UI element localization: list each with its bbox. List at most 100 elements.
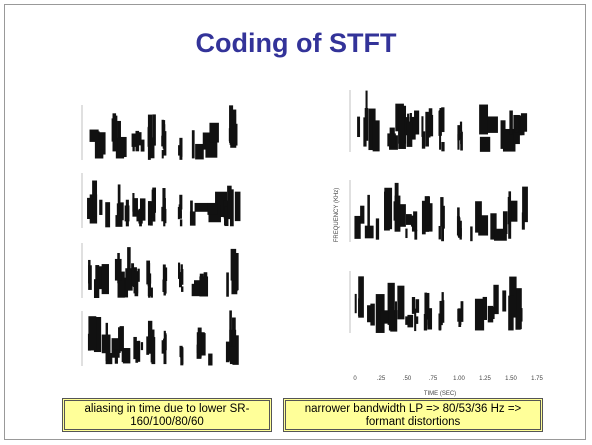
spectrogram-blob	[355, 294, 357, 313]
spectrogram-blob	[411, 216, 417, 227]
spectrogram-blob	[460, 122, 462, 132]
spectrogram-blob	[380, 310, 388, 323]
spectrogram-blob	[114, 116, 118, 151]
spectrogram-blob	[406, 214, 412, 225]
spectrogram-blob	[88, 260, 90, 283]
spectrogram-blob	[440, 197, 443, 226]
spectrogram-blob	[429, 108, 433, 131]
x-axis-label: TIME (SEC)	[424, 391, 456, 397]
spectrogram-blob	[94, 279, 99, 298]
spectrogram-blob	[192, 130, 195, 158]
spectrogram-blob	[395, 196, 401, 232]
spectrogram-blob	[407, 122, 413, 147]
spectrogram-blob	[146, 336, 149, 354]
spectrogram-blob	[163, 120, 165, 144]
spectrogram-blob	[209, 123, 218, 143]
y-axis-label: FREQUENCY (KHz)	[334, 188, 340, 243]
spectrogram-blob	[90, 130, 99, 142]
x-tick-label: 0	[353, 376, 357, 382]
spectrogram-blob	[509, 110, 512, 134]
spectrogram-blob	[483, 297, 487, 320]
spectrogram-blob	[192, 284, 200, 296]
x-tick-label: 1.00	[453, 376, 465, 382]
spectrogram-blob	[441, 107, 444, 132]
spectrogram-blob	[425, 112, 429, 147]
spectrogram-blob	[441, 142, 444, 151]
spectrogram-blob	[521, 113, 527, 132]
spectrogram-blob	[488, 307, 494, 319]
spectrogram-blob	[357, 217, 359, 235]
spectrogram-blob	[522, 187, 528, 223]
spectrogram-blob	[502, 290, 506, 311]
spectrogram-blob	[99, 200, 102, 215]
spectrogram-blob	[478, 215, 488, 235]
spectrogram-blob	[102, 335, 111, 354]
spectrogram-blob	[414, 111, 419, 135]
spectrogram-blob	[102, 264, 109, 294]
spectrogram-blob	[162, 150, 164, 158]
spectrogram-blob	[164, 198, 166, 218]
spectrogram-blob	[367, 195, 370, 229]
spectrogram-blob	[460, 132, 463, 151]
spectrogram-blob	[134, 135, 136, 146]
spectrogram-blob	[230, 120, 236, 143]
spectrogram-blob	[416, 299, 420, 313]
spectrogram-blob	[226, 342, 230, 363]
spectrogram-blob	[141, 140, 145, 152]
spectrogram-blob	[117, 203, 119, 220]
spectrogram-blob	[162, 279, 165, 292]
spectrogram-blob	[207, 203, 217, 215]
spectrogram-blob	[438, 111, 440, 136]
spectrogram-blob	[232, 318, 236, 349]
spectrogram-blob	[179, 195, 182, 210]
spectrogram-blob	[152, 190, 155, 218]
x-tick-label: .50	[403, 376, 412, 382]
spectrogram-blob	[515, 116, 518, 133]
spectrogram-blob	[384, 188, 392, 229]
spectrogram-blob	[92, 181, 97, 217]
spectrogram-blob	[99, 134, 105, 149]
spectrogram-blob	[141, 342, 143, 350]
spectrogram-blob	[494, 229, 507, 241]
spectrogram-blob	[88, 316, 96, 350]
caption-left: aliasing in time due to lower SR-160/100…	[62, 398, 272, 432]
spectrogram-blob	[407, 315, 413, 327]
spectrogram-blob	[235, 192, 241, 221]
spectrogram-blob	[415, 316, 418, 323]
spectrogram-blob	[397, 286, 404, 320]
x-tick-label: 1.75	[531, 376, 543, 382]
spectrogram-blob	[370, 304, 374, 326]
spectrogram-blob	[405, 229, 407, 238]
spectrogram-blob	[439, 226, 441, 239]
spectrogram-blob	[122, 351, 128, 362]
spectrogram-blob	[231, 249, 237, 281]
slide: Coding of STFT TIME (SEC) FREQUENCY (KHz…	[0, 0, 592, 445]
spectrogram-blob	[152, 336, 154, 360]
spectrogram-blob	[181, 348, 183, 364]
spectrogram-blob	[135, 341, 138, 363]
x-tick-label: .75	[429, 376, 438, 382]
spectrogram-blob	[178, 263, 180, 279]
spectrogram-blob	[457, 134, 459, 149]
spectrogram-blob	[458, 217, 460, 237]
spectrogram-blob	[427, 308, 432, 329]
spectrogram-blob	[198, 328, 202, 358]
spectrogram-blob	[229, 310, 232, 348]
spectrogram-blob	[470, 226, 472, 241]
spectrogram-blob	[480, 137, 490, 152]
spectrogram-blob	[150, 137, 154, 158]
spectrogram-blob	[487, 116, 498, 132]
spectrogram-blob	[510, 201, 517, 222]
spectrogram-blob	[190, 211, 196, 225]
spectrogram-blob	[208, 354, 212, 366]
spectrogram-blob	[132, 198, 138, 217]
spectrogram-blob	[115, 349, 118, 363]
spectrogram-blob	[365, 108, 369, 141]
spectrogram-figures: TIME (SEC) FREQUENCY (KHz) 0.25.50.751.0…	[0, 0, 592, 445]
spectrogram-blob	[126, 200, 129, 227]
spectrogram-blob	[199, 276, 208, 296]
spectrogram-blob	[457, 309, 460, 322]
spectrogram-blob	[226, 272, 229, 296]
spectrogram-blob	[376, 218, 379, 239]
spectrogram-blob	[195, 144, 204, 159]
